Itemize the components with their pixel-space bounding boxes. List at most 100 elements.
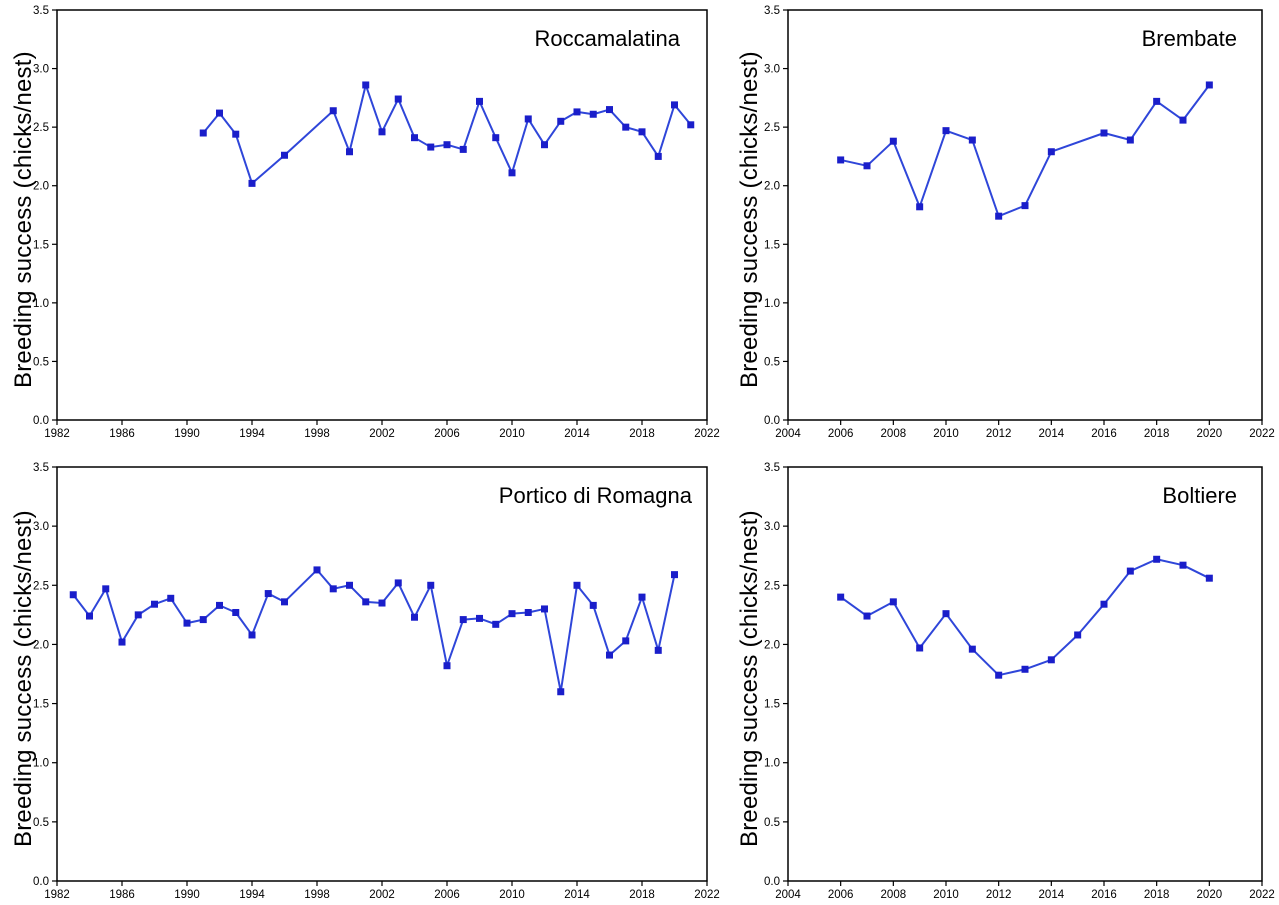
- y-tick-label: 2.0: [764, 181, 780, 193]
- data-point-marker: [687, 121, 695, 129]
- data-point-marker: [443, 141, 451, 149]
- y-tick-label: 2.5: [33, 122, 49, 134]
- data-point-marker: [378, 599, 386, 607]
- data-point-marker: [248, 179, 256, 187]
- y-tick-label: 0.5: [764, 356, 780, 368]
- y-tick-label: 1.0: [764, 298, 780, 310]
- data-point-marker: [654, 646, 662, 654]
- data-point-marker: [199, 129, 207, 137]
- plot-frame: [787, 9, 1263, 421]
- data-point-marker: [1126, 136, 1134, 144]
- y-tick-label: 0.0: [764, 876, 780, 888]
- y-tick-label: 0.5: [33, 356, 49, 368]
- data-point-marker: [394, 579, 402, 587]
- data-point-marker: [995, 212, 1003, 220]
- y-tick-label: 0.5: [764, 817, 780, 829]
- x-tick-label: 2012: [986, 889, 1012, 901]
- y-tick-label: 3.0: [33, 64, 49, 76]
- data-point-marker: [942, 610, 950, 618]
- data-point-marker: [443, 662, 451, 670]
- data-point-marker: [622, 123, 630, 131]
- panel-title-portico-di-romagna: Portico di Romagna: [498, 483, 692, 508]
- data-series-line: [840, 84, 1211, 218]
- y-tick-label: 2.0: [33, 181, 49, 193]
- data-point-marker: [427, 581, 435, 589]
- x-tick-label: 2006: [434, 428, 460, 440]
- data-point-marker: [281, 151, 288, 159]
- y-tick-label: 3.5: [764, 462, 780, 474]
- data-point-marker: [167, 594, 175, 602]
- y-tick-label: 3.5: [764, 5, 780, 17]
- data-point-marker: [346, 581, 353, 589]
- x-tick-label: 2022: [1249, 889, 1275, 901]
- x-tick-label: 2014: [564, 889, 590, 901]
- x-tick-label: 2006: [828, 889, 854, 901]
- data-point-marker: [492, 134, 500, 142]
- y-axis-label: Breeding success (chicks/nest): [736, 51, 763, 388]
- data-point-marker: [589, 601, 597, 609]
- data-point-marker: [394, 95, 402, 103]
- data-point-marker: [362, 81, 370, 89]
- x-tick-label: 2012: [986, 428, 1012, 440]
- y-tick-label: 2.5: [33, 580, 49, 592]
- data-point-marker: [199, 616, 207, 624]
- data-point-marker: [362, 598, 370, 606]
- x-tick-label: 2022: [1249, 428, 1275, 440]
- x-tick-label: 2008: [881, 889, 907, 901]
- y-tick-label: 0.5: [33, 817, 49, 829]
- x-tick-label: 1998: [304, 428, 330, 440]
- y-tick-label: 0.0: [33, 415, 49, 427]
- x-tick-label: 1982: [44, 889, 70, 901]
- x-tick-label: 2002: [369, 428, 395, 440]
- data-point-marker: [1100, 129, 1108, 137]
- data-point-marker: [313, 566, 321, 574]
- data-point-marker: [573, 581, 581, 589]
- y-tick-label: 3.5: [33, 462, 49, 474]
- y-axis-label: Breeding success (chicks/nest): [736, 510, 763, 847]
- x-tick-label: 1986: [109, 889, 135, 901]
- data-point-marker: [889, 137, 897, 145]
- x-tick-label: 2006: [434, 889, 460, 901]
- boltiere-line-chart: 2004 2006 2008 2010 2012 2014 2016 2018 2020 2022…: [764, 462, 1275, 901]
- panel-title-brembate: Brembate: [1141, 26, 1237, 51]
- x-tick-label: 2018: [629, 889, 655, 901]
- data-point-marker: [606, 106, 613, 114]
- y-tick-label: 1.5: [33, 239, 49, 251]
- data-point-marker: [1205, 81, 1213, 89]
- data-point-marker: [151, 600, 158, 608]
- data-point-marker: [638, 128, 646, 136]
- data-point-marker: [837, 593, 845, 601]
- data-point-marker: [889, 598, 897, 606]
- y-tick-label: 0.0: [33, 876, 49, 888]
- data-point-marker: [476, 97, 483, 105]
- data-point-marker: [606, 651, 613, 659]
- data-point-marker: [508, 610, 516, 618]
- x-tick-label: 2016: [1091, 889, 1117, 901]
- data-point-marker: [1047, 148, 1055, 156]
- x-tick-label: 2004: [775, 889, 801, 901]
- panel-brembate: 2004 2006 2008 2010 2012 2014 2016 2018 2020 2022…: [720, 0, 1279, 452]
- y-tick-label: 0.0: [764, 415, 780, 427]
- data-point-marker: [118, 638, 126, 646]
- y-tick-label: 1.0: [764, 758, 780, 770]
- data-point-marker: [524, 115, 532, 123]
- data-point-marker: [86, 612, 93, 620]
- x-tick-label: 1994: [239, 889, 265, 901]
- data-point-marker: [459, 616, 467, 624]
- y-tick-label: 2.5: [764, 580, 780, 592]
- panel-title-boltiere: Boltiere: [1162, 483, 1237, 508]
- data-point-marker: [557, 688, 565, 696]
- data-point-marker: [942, 127, 950, 135]
- data-point-marker: [378, 128, 386, 136]
- y-tick-label: 1.5: [764, 239, 780, 251]
- x-tick-label: 2010: [933, 889, 959, 901]
- data-point-marker: [1021, 202, 1029, 210]
- data-series-line: [72, 568, 676, 693]
- data-series-line: [840, 558, 1210, 677]
- y-tick-label: 2.0: [33, 639, 49, 651]
- data-point-marker: [183, 619, 191, 627]
- data-point-marker: [264, 590, 272, 598]
- x-tick-label: 2006: [828, 428, 854, 440]
- data-point-marker: [1074, 631, 1082, 639]
- data-point-marker: [541, 141, 548, 149]
